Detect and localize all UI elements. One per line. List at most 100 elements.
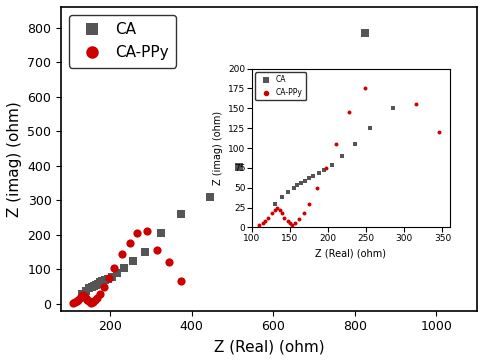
Point <box>316 82 324 87</box>
Point <box>101 278 109 283</box>
Point <box>271 201 278 206</box>
Point <box>315 170 323 176</box>
Point <box>110 265 118 270</box>
X-axis label: Z (Real) (ohm): Z (Real) (ohm) <box>214 339 324 354</box>
Point <box>265 215 272 221</box>
Point <box>294 182 302 188</box>
Point <box>374 62 381 68</box>
Point <box>73 298 81 304</box>
Point <box>76 295 84 301</box>
Point <box>86 299 93 305</box>
Point <box>261 218 269 224</box>
Point <box>320 168 328 173</box>
Point <box>126 240 134 246</box>
Point <box>96 291 104 296</box>
Point <box>281 215 288 221</box>
Point <box>393 58 401 64</box>
Point <box>91 297 99 303</box>
Point <box>412 101 420 107</box>
Point <box>105 275 113 281</box>
Point <box>442 144 450 150</box>
Point <box>83 297 91 303</box>
X-axis label: Z (Real) (ohm): Z (Real) (ohm) <box>316 248 386 258</box>
Point <box>309 173 317 179</box>
Point <box>157 230 165 236</box>
Point <box>93 295 101 301</box>
Point <box>104 276 112 282</box>
Point <box>273 205 281 210</box>
Point <box>288 222 296 228</box>
Point <box>389 105 397 111</box>
Point <box>88 284 96 290</box>
Y-axis label: Z (imag) (ohm): Z (imag) (ohm) <box>212 111 223 185</box>
Point <box>89 299 96 305</box>
Point <box>108 274 116 280</box>
Point <box>87 300 95 306</box>
Point <box>346 109 353 115</box>
Point <box>301 178 309 184</box>
Point <box>322 165 330 171</box>
Point <box>297 180 305 186</box>
Point <box>100 284 108 290</box>
Point <box>300 210 307 216</box>
Point <box>416 139 424 144</box>
Point <box>351 141 359 147</box>
Point <box>286 221 294 226</box>
Point <box>72 299 79 305</box>
Point <box>361 86 368 91</box>
Point <box>290 185 298 191</box>
Point <box>153 248 161 253</box>
Point <box>70 300 77 306</box>
Point <box>361 30 369 36</box>
Point <box>206 194 214 200</box>
Point <box>78 293 86 299</box>
Point <box>259 221 267 226</box>
Legend: CA, CA-PPy: CA, CA-PPy <box>256 73 306 100</box>
Point <box>92 282 100 287</box>
Point <box>82 295 90 301</box>
Point <box>256 222 263 228</box>
Point <box>129 258 136 264</box>
Point <box>82 288 90 293</box>
Legend: CA, CA-PPy: CA, CA-PPy <box>69 14 176 68</box>
Point <box>278 194 286 200</box>
Point <box>90 283 98 288</box>
Point <box>141 249 149 255</box>
Point <box>284 218 291 224</box>
Point <box>313 185 320 191</box>
Point <box>285 189 292 195</box>
Point <box>278 210 286 216</box>
Point <box>178 211 185 217</box>
Point <box>166 260 173 265</box>
Point <box>178 279 185 284</box>
Point <box>420 62 427 68</box>
Point <box>295 217 303 222</box>
Point <box>121 265 128 270</box>
Point <box>143 229 151 234</box>
Point <box>85 286 93 291</box>
Point <box>118 251 125 257</box>
Point <box>235 165 242 170</box>
Point <box>332 141 339 147</box>
Point <box>81 293 89 299</box>
Point <box>78 291 86 296</box>
Point <box>305 175 313 181</box>
Point <box>272 129 279 134</box>
Y-axis label: Z (imag) (ohm): Z (imag) (ohm) <box>7 101 22 217</box>
Point <box>133 230 140 236</box>
Point <box>94 281 102 287</box>
Point <box>271 207 278 213</box>
Point <box>98 279 106 284</box>
Point <box>268 210 275 216</box>
Point <box>79 292 87 298</box>
Point <box>75 297 82 303</box>
Point <box>305 201 313 206</box>
Point <box>96 279 104 285</box>
Point <box>114 270 121 276</box>
Point <box>276 207 284 213</box>
Point <box>435 129 442 135</box>
Point <box>328 162 336 168</box>
Point <box>85 298 92 304</box>
Point <box>366 125 374 131</box>
Point <box>338 153 346 159</box>
